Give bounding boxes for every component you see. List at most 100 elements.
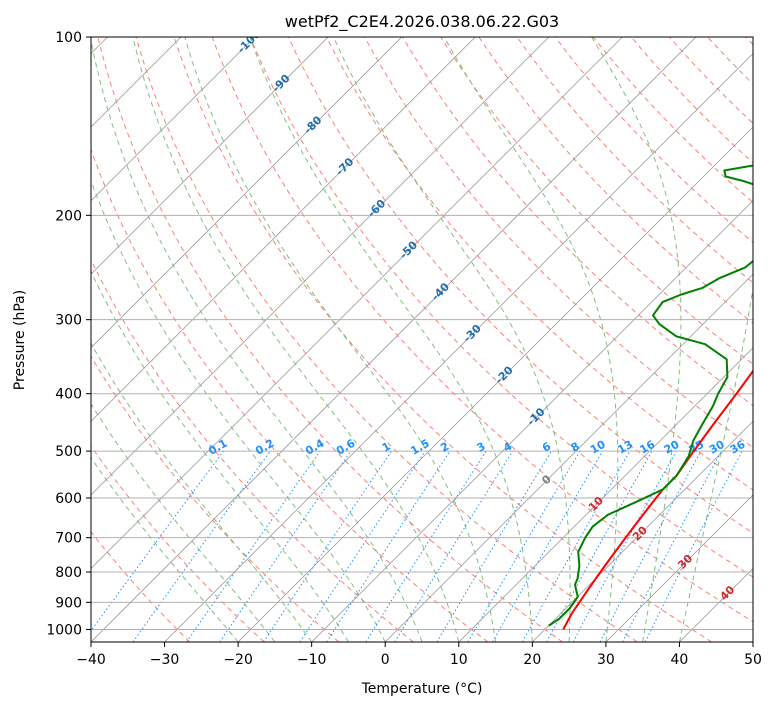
isotherm-line xyxy=(605,494,753,642)
isotherm-label: 10 xyxy=(586,494,606,514)
dry-adiabat-line xyxy=(478,37,753,324)
x-tick-label: 20 xyxy=(523,652,541,668)
isotherm-line xyxy=(384,273,753,642)
isotherm-label: 30 xyxy=(675,552,695,572)
dry-adiabat-line xyxy=(287,37,753,534)
y-axis: 100 200 300 400 500 600 700 800 900 1000 xyxy=(46,30,91,638)
moist-adiabat-line xyxy=(91,179,386,642)
y-tick-label: 300 xyxy=(55,313,82,329)
temperature-profile-line xyxy=(562,369,753,630)
x-tick-label: 40 xyxy=(671,652,689,668)
x-tick-label: 10 xyxy=(450,652,468,668)
dry-adiabat-line xyxy=(707,37,753,85)
dry-adiabat-line xyxy=(326,37,753,491)
isotherm-label: -20 xyxy=(493,363,516,386)
dry-adiabat-line xyxy=(91,531,191,642)
isotherm-label: 0 xyxy=(539,472,554,487)
dry-adiabat-line xyxy=(97,37,563,642)
dry-adiabat-line xyxy=(249,37,753,578)
mixing-ratio-line xyxy=(467,450,581,642)
y-tick-label: 700 xyxy=(55,531,82,547)
mixing-ratio-line xyxy=(186,450,321,642)
isotherm-line xyxy=(752,641,753,642)
moist-adiabat-line xyxy=(443,37,619,642)
mixing-ratio-line xyxy=(522,450,631,642)
isotherm-line xyxy=(679,567,753,642)
moist-adiabat-line xyxy=(91,38,423,642)
dry-adiabat-line xyxy=(440,37,753,365)
dry-adiabat-line xyxy=(91,148,489,642)
dry-adiabat-line xyxy=(630,37,753,164)
isotherm-label: -100 xyxy=(235,27,264,56)
chart-title: wetPf2_C2E4.2026.038.06.22.G03 xyxy=(285,12,559,32)
moist-adiabat-line xyxy=(678,285,753,642)
y-tick-label: 500 xyxy=(55,444,82,460)
mixing-ratio-line xyxy=(263,450,392,642)
x-axis-title: Temperature (°C) xyxy=(361,681,483,697)
isotherm-line xyxy=(164,53,753,642)
isotherm-label: -70 xyxy=(333,155,356,178)
mixing-ratio-label: 30 xyxy=(707,438,727,457)
y-tick-label: 900 xyxy=(55,595,82,611)
x-tick-label: −30 xyxy=(150,652,180,668)
isotherm-line xyxy=(91,37,329,275)
isotherm-line xyxy=(91,37,697,642)
data-series xyxy=(548,164,753,630)
dry-adiabat-line xyxy=(211,37,753,623)
dry-adiabat-line xyxy=(592,37,753,204)
mixing-ratio-label: 16 xyxy=(637,438,657,457)
mixing-ratio-label: 0.2 xyxy=(253,437,276,458)
moist-adiabat-line xyxy=(91,456,239,642)
moist-adiabat-line xyxy=(91,402,276,642)
y-tick-label: 800 xyxy=(55,565,82,581)
y-tick-label: 600 xyxy=(55,491,82,507)
mixing-ratio-line xyxy=(436,450,552,642)
mixing-ratio-label: 0.1 xyxy=(206,437,229,458)
isotherm-line xyxy=(91,37,476,422)
isotherm-line xyxy=(91,37,403,349)
mixing-ratio-line xyxy=(572,450,677,642)
moist-adiabat-line xyxy=(132,37,460,642)
mixing-ratio-label: 6 xyxy=(540,439,553,454)
isotherms xyxy=(91,37,753,642)
mixing-ratio-label: 1.5 xyxy=(408,437,431,458)
isotherm-label: 40 xyxy=(717,583,737,603)
mixing-ratio-line xyxy=(299,450,426,642)
isotherm-line xyxy=(311,200,753,642)
dewpoint-profile-line xyxy=(548,164,753,627)
isotherm-label: -10 xyxy=(524,405,547,428)
moist-adiabat-line xyxy=(184,37,497,642)
mixing-ratio-lines xyxy=(91,450,743,642)
mixing-ratio-line xyxy=(394,450,514,642)
isotherm-line xyxy=(91,37,550,496)
isotherm-line xyxy=(237,126,753,642)
dry-adiabat-line xyxy=(91,258,414,642)
dry-adiabat-line xyxy=(135,37,638,642)
plot-frame xyxy=(90,36,754,643)
y-tick-label: 200 xyxy=(55,208,82,224)
y-axis-title: Pressure (hPa) xyxy=(12,290,28,390)
dry-adiabat-line xyxy=(91,355,340,642)
x-tick-label: 0 xyxy=(381,652,390,668)
moist-adiabat-line xyxy=(91,270,349,642)
plot-area: -100-90-80-70-60-50-40-30-20-10010203040… xyxy=(91,27,753,642)
mixing-ratio-line xyxy=(644,450,743,642)
isotherm-line xyxy=(91,37,623,569)
dry-adiabat-line xyxy=(745,37,753,46)
y-tick-label: 100 xyxy=(55,30,82,46)
moist-adiabat-line xyxy=(591,37,682,642)
y-tick-label: 1000 xyxy=(46,622,82,638)
isotherm-line xyxy=(532,420,753,642)
mixing-ratio-label: 20 xyxy=(662,438,682,457)
mixing-ratio-line xyxy=(546,450,653,642)
mixing-ratio-label: 36 xyxy=(728,438,748,457)
isotherm-label: -40 xyxy=(429,280,452,303)
mixing-ratio-label: 13 xyxy=(615,438,635,457)
dry-adiabat-line xyxy=(91,445,265,642)
x-axis: −40 −30 −20 −10 0 10 20 30 40 50 xyxy=(76,642,762,668)
isotherm-label: -30 xyxy=(461,322,484,345)
mixing-ratio-labels: 0.1 0.2 0.4 0.6 1 1.5 2 3 4 6 8 10 13 16 20 25 30 36 xyxy=(206,436,748,457)
y-tick-label: 400 xyxy=(55,387,82,403)
